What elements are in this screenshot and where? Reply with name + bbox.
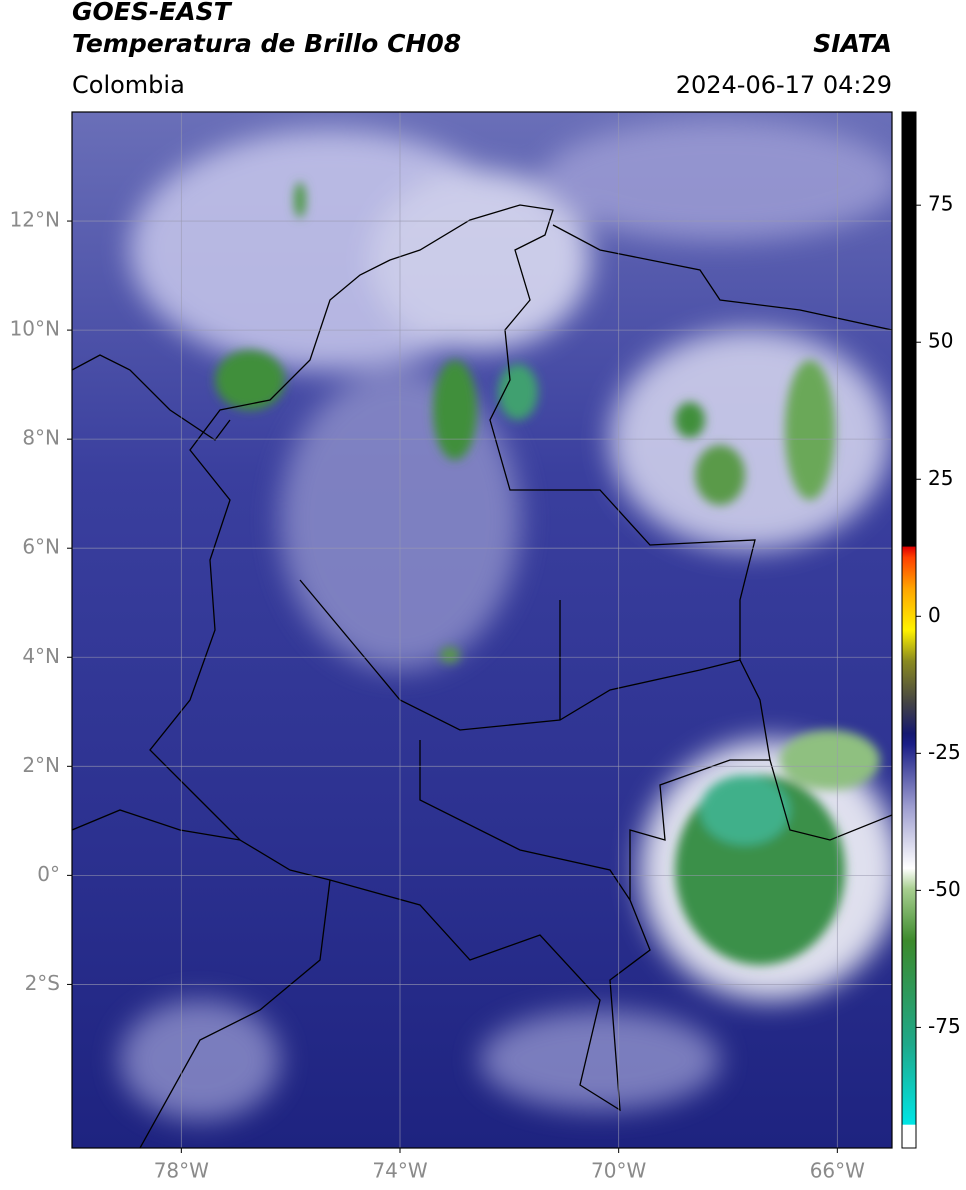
coastline — [552, 224, 892, 331]
colorbar-label: 75 — [928, 192, 953, 216]
colorbar-label: 25 — [928, 466, 953, 490]
internal-border — [419, 740, 631, 901]
region: Colombia — [72, 71, 185, 99]
x-tick-label: 70°W — [591, 1159, 646, 1183]
y-tick-label: 2°S — [25, 971, 60, 995]
x-tick-label: 66°W — [810, 1159, 865, 1183]
y-tick-label: 12°N — [10, 208, 60, 232]
y-tick-label: 4°N — [22, 644, 60, 668]
y-tick-label: 0° — [37, 862, 60, 886]
colorbar-label: -50 — [928, 877, 961, 901]
colorbar — [901, 111, 917, 1149]
country-border — [149, 204, 771, 1112]
coastline — [72, 354, 231, 441]
x-tick-label: 78°W — [154, 1159, 209, 1183]
satellite-image — [72, 112, 892, 1148]
colorbar-label: 0 — [928, 603, 941, 627]
x-tick-label: 74°W — [372, 1159, 427, 1183]
colorbar-label: -75 — [928, 1014, 961, 1038]
subtitle: Temperatura de Brillo CH08 — [72, 29, 461, 58]
datetime: 2024-06-17 04:29 — [676, 71, 892, 99]
title: GOES-EAST — [72, 0, 233, 26]
colorbar-label: -25 — [928, 740, 961, 764]
y-tick-label: 6°N — [22, 535, 60, 559]
internal-border — [299, 579, 741, 731]
colorbar-label: 50 — [928, 329, 953, 353]
country-border — [139, 879, 331, 1148]
y-tick-label: 10°N — [10, 317, 60, 341]
country-border — [769, 759, 892, 841]
y-tick-label: 2°N — [22, 753, 60, 777]
y-tick-label: 8°N — [22, 426, 60, 450]
source: SIATA — [813, 29, 892, 58]
map-frame — [71, 111, 893, 1149]
country-border — [72, 809, 241, 841]
